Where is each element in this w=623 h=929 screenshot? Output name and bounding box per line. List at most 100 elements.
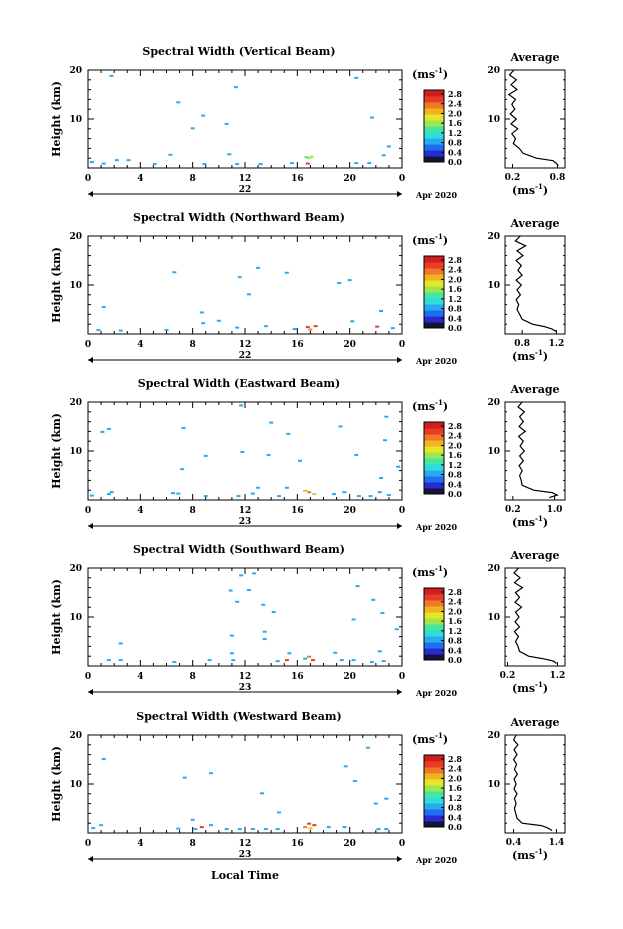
chart-panel-4: Spectral Width (Westward Beam) 20 10 Height… bbox=[50, 710, 566, 865]
heatmap-cell bbox=[176, 492, 181, 495]
heatmap-cell bbox=[106, 659, 111, 662]
colorbar-swatch bbox=[424, 108, 444, 115]
colorbar-tick-label: 1.2 bbox=[448, 128, 462, 138]
heatmap-cell bbox=[275, 660, 280, 663]
heatmap-cell bbox=[312, 824, 317, 827]
colorbar-frame bbox=[423, 421, 445, 495]
colorbar-unit-exp: -1 bbox=[435, 731, 443, 740]
y-axis-label: Height (km) bbox=[50, 247, 63, 323]
colorbar-tick-label: 0.4 bbox=[448, 645, 462, 655]
colorbar-swatch bbox=[424, 440, 444, 447]
colorbar-swatch bbox=[424, 767, 444, 774]
heatmap-cell bbox=[380, 612, 385, 615]
colorbar-swatch bbox=[424, 96, 444, 103]
heatmap-cell bbox=[290, 162, 295, 165]
x-tick-label: 12 bbox=[239, 174, 252, 184]
heatmap-cell bbox=[287, 652, 292, 655]
heatmap-cell bbox=[100, 430, 105, 433]
heatmap-cell bbox=[89, 161, 94, 164]
colorbar-swatch bbox=[424, 422, 444, 429]
day-bar-arrow-right bbox=[397, 523, 402, 529]
colorbar-swatch bbox=[424, 488, 444, 495]
x-tick-label: 0 bbox=[399, 340, 405, 350]
colorbar-swatch bbox=[424, 452, 444, 459]
heatmap-cell bbox=[382, 439, 387, 442]
heatmap-cell bbox=[246, 293, 251, 296]
colorbar-unit-base: (ms bbox=[412, 733, 435, 746]
colorbar-unit: (ms-1) bbox=[412, 66, 448, 81]
day-label: 22 bbox=[239, 185, 252, 195]
average-unit: (ms-1) bbox=[512, 680, 548, 695]
heatmap-cell bbox=[269, 421, 274, 424]
colorbar-frame bbox=[423, 587, 445, 661]
colorbar-swatch bbox=[424, 761, 444, 768]
heatmap-cell bbox=[203, 495, 208, 498]
heatmap-cell bbox=[118, 329, 123, 332]
colorbar-tick-label: 0.8 bbox=[448, 636, 462, 646]
heatmap-cell bbox=[284, 659, 289, 662]
heatmap-cell bbox=[305, 162, 310, 165]
colorbar-tick-label: 0.0 bbox=[448, 822, 462, 832]
colorbar-tick-label: 2.4 bbox=[448, 764, 462, 774]
heatmap-cell bbox=[202, 163, 207, 166]
heatmap-cell bbox=[351, 618, 356, 621]
day-bar-arrow-right bbox=[397, 191, 402, 197]
heatmap-cell bbox=[237, 276, 242, 279]
heatmap-cell bbox=[250, 492, 255, 495]
day-bar-arrow-left bbox=[88, 689, 93, 695]
colorbar-unit: (ms-1) bbox=[412, 398, 448, 413]
average-unit-exp: -1 bbox=[535, 182, 543, 191]
heatmap-cell bbox=[190, 818, 195, 821]
avg-x-tick-label: 0.8 bbox=[550, 173, 566, 183]
heatmap-cell bbox=[101, 306, 106, 309]
average-frame bbox=[504, 401, 566, 501]
avg-x-tick-label: 1.2 bbox=[549, 339, 565, 349]
plot-frame bbox=[87, 69, 403, 169]
colorbar-swatch bbox=[424, 120, 444, 127]
x-tick-label: 20 bbox=[343, 839, 356, 849]
heatmap-cell bbox=[229, 652, 234, 655]
heatmap-cell bbox=[396, 465, 401, 468]
heatmap-cell bbox=[384, 828, 389, 831]
colorbar-swatch bbox=[424, 138, 444, 145]
average-unit: (ms-1) bbox=[512, 514, 548, 529]
colorbar-swatch bbox=[424, 791, 444, 798]
heatmap-cell bbox=[190, 127, 195, 130]
average-unit: (ms-1) bbox=[512, 847, 548, 862]
x-tick-label: 16 bbox=[291, 340, 304, 350]
heatmap-cell bbox=[379, 476, 384, 479]
colorbar-frame bbox=[423, 89, 445, 163]
x-tick-label: 20 bbox=[343, 174, 356, 184]
heatmap-cell bbox=[171, 492, 176, 495]
x-tick-label: 8 bbox=[190, 839, 196, 849]
colorbar-unit-base: (ms bbox=[412, 68, 435, 81]
average-unit-base: (ms bbox=[512, 184, 535, 197]
colorbar-unit-exp: -1 bbox=[435, 564, 443, 573]
heatmap-cell bbox=[118, 659, 123, 662]
heatmap-cell bbox=[342, 826, 347, 829]
colorbar-swatch bbox=[424, 785, 444, 792]
colorbar-unit-close: ) bbox=[443, 566, 448, 579]
heatmap-cell bbox=[277, 495, 282, 498]
day-bar-arrow-right bbox=[397, 689, 402, 695]
colorbar-swatch bbox=[424, 779, 444, 786]
heatmap-cell bbox=[109, 74, 114, 77]
heatmap-cell bbox=[381, 660, 386, 663]
y-axis-label: Height (km) bbox=[50, 746, 63, 822]
heatmap-cell bbox=[250, 828, 255, 831]
colorbar-unit-exp: -1 bbox=[435, 66, 443, 75]
colorbar-swatch bbox=[424, 773, 444, 780]
colorbar-tick-label: 1.6 bbox=[448, 284, 462, 294]
colorbar-swatch bbox=[424, 594, 444, 601]
x-tick-label: 16 bbox=[291, 174, 304, 184]
colorbar-swatch bbox=[424, 624, 444, 631]
avg-y-tick-label: 20 bbox=[487, 564, 500, 574]
avg-x-tick-label: 0.8 bbox=[514, 339, 530, 349]
x-tick-label: 20 bbox=[343, 340, 356, 350]
heatmap-cell bbox=[377, 650, 382, 653]
heatmap-cell bbox=[235, 163, 240, 166]
heatmap-cell bbox=[235, 326, 240, 329]
heatmap-cell bbox=[126, 159, 131, 162]
heatmap-cell bbox=[106, 427, 111, 430]
colorbar-tick-label: 0.4 bbox=[448, 313, 462, 323]
